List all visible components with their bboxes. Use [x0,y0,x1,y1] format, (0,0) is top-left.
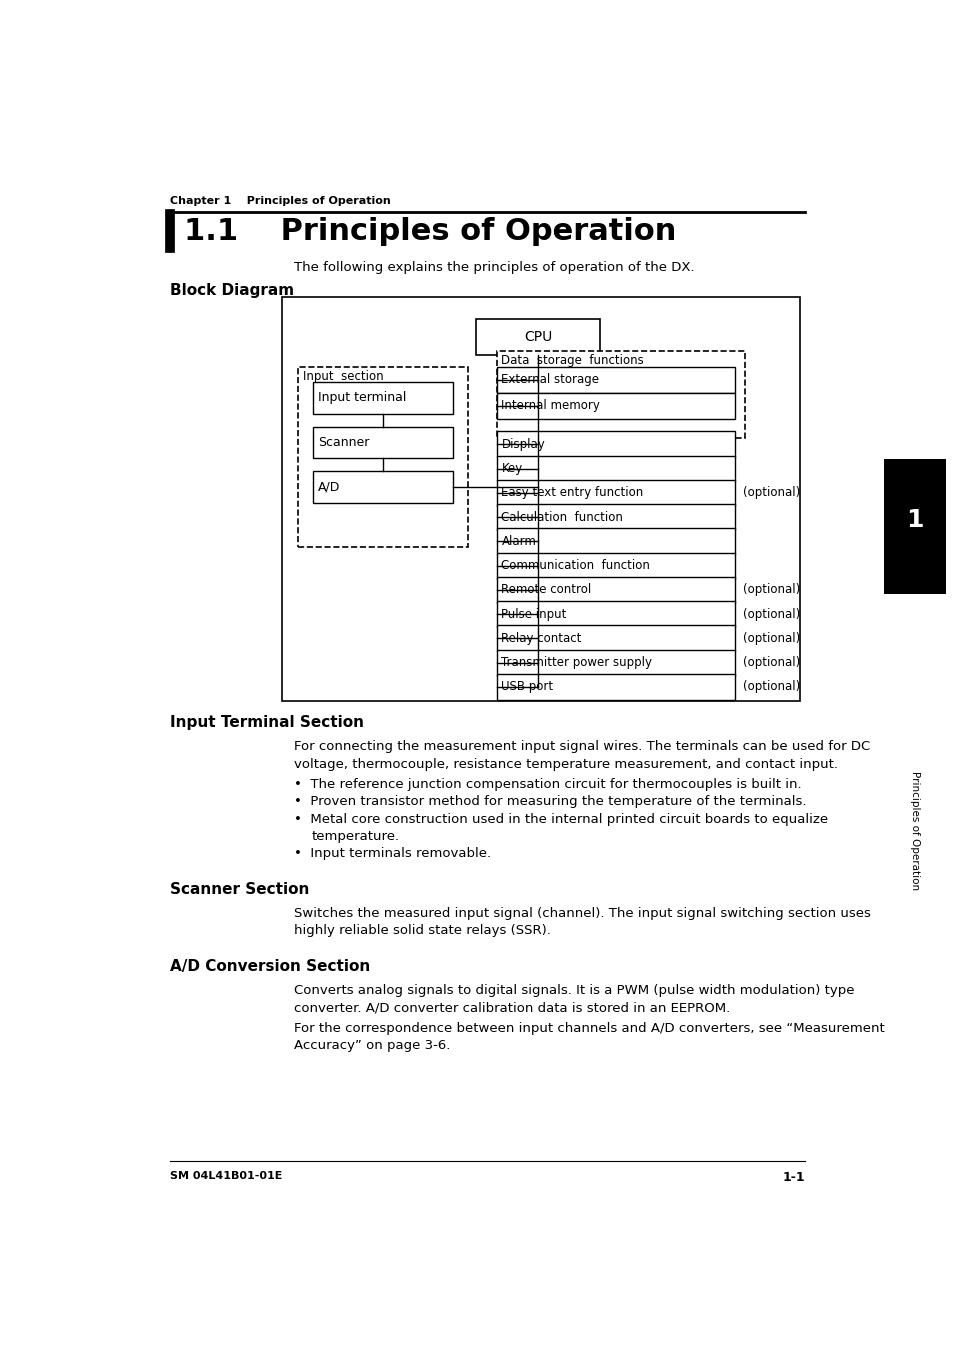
Text: •  Input terminals removable.: • Input terminals removable. [294,848,490,860]
Text: (optional): (optional) [742,583,800,597]
Text: Communication  function: Communication function [501,559,650,572]
Bar [497,649,734,675]
Text: Relay contact: Relay contact [501,632,581,645]
Bar [497,528,734,555]
Text: Scanner: Scanner [317,436,369,450]
Text: Scanner Section: Scanner Section [170,882,309,896]
Bar [497,625,734,651]
Bar [313,382,453,414]
Text: Block Diagram: Block Diagram [170,284,294,298]
Bar [297,367,468,547]
Text: Data  storage  functions: Data storage functions [500,354,642,367]
Text: For the correspondence between input channels and A/D converters, see “Measureme: For the correspondence between input cha… [294,1022,883,1034]
Text: 1.1    Principles of Operation: 1.1 Principles of Operation [183,217,676,246]
Text: Transmitter power supply: Transmitter power supply [501,656,652,670]
Text: CPU: CPU [523,331,552,344]
Text: A/D Conversion Section: A/D Conversion Section [170,958,370,973]
Bar [497,504,734,531]
Text: 1-1: 1-1 [781,1170,804,1184]
Text: (optional): (optional) [742,680,800,694]
Bar [497,601,734,626]
Text: Principles of Operation: Principles of Operation [909,771,920,890]
Text: voltage, thermocouple, resistance temperature measurement, and contact input.: voltage, thermocouple, resistance temper… [294,757,837,771]
Text: Calculation  function: Calculation function [501,510,622,524]
Bar [497,576,734,602]
Text: Input Terminal Section: Input Terminal Section [170,716,363,730]
Text: (optional): (optional) [742,486,800,500]
Text: (optional): (optional) [742,656,800,670]
Text: Switches the measured input signal (channel). The input signal switching section: Switches the measured input signal (chan… [294,907,869,919]
Text: Display: Display [501,437,545,451]
Text: Accuracy” on page 3-6.: Accuracy” on page 3-6. [294,1040,450,1052]
Bar [497,552,734,579]
Text: External storage: External storage [501,373,598,386]
Text: Pulse input: Pulse input [501,608,566,621]
Text: •  Metal core construction used in the internal printed circuit boards to equali: • Metal core construction used in the in… [294,813,827,826]
Bar [497,351,744,439]
Text: Input terminal: Input terminal [317,392,406,404]
Text: Key: Key [501,462,522,475]
Text: For connecting the measurement input signal wires. The terminals can be used for: For connecting the measurement input sig… [294,740,869,753]
Text: •  Proven transistor method for measuring the temperature of the terminals.: • Proven transistor method for measuring… [294,795,805,809]
Bar [282,297,799,701]
Bar [497,367,734,393]
Text: (optional): (optional) [742,608,800,621]
Text: Input  section: Input section [303,370,383,383]
Text: Alarm: Alarm [501,535,536,548]
Text: Easy text entry function: Easy text entry function [501,486,643,500]
Text: temperature.: temperature. [311,830,399,842]
Bar [497,393,734,418]
Text: •  The reference junction compensation circuit for thermocouples is built in.: • The reference junction compensation ci… [294,778,801,791]
Text: SM 04L41B01-01E: SM 04L41B01-01E [170,1170,282,1181]
Bar [497,432,734,458]
Text: Internal memory: Internal memory [501,400,599,412]
Bar [313,427,453,459]
Bar [313,471,453,504]
Text: USB port: USB port [501,680,553,694]
Text: (optional): (optional) [742,632,800,645]
Text: Converts analog signals to digital signals. It is a PWM (pulse width modulation): Converts analog signals to digital signa… [294,984,853,996]
Bar [476,319,599,355]
Bar [497,674,734,699]
Text: A/D: A/D [317,481,339,494]
Text: highly reliable solid state relays (SSR).: highly reliable solid state relays (SSR)… [294,925,550,937]
Bar [497,455,734,482]
Text: Chapter 1    Principles of Operation: Chapter 1 Principles of Operation [170,196,390,207]
Text: Remote control: Remote control [501,583,591,597]
Text: The following explains the principles of operation of the DX.: The following explains the principles of… [294,261,694,274]
Text: converter. A/D converter calibration data is stored in an EEPROM.: converter. A/D converter calibration dat… [294,1002,729,1014]
Bar [497,479,734,506]
Text: 1: 1 [905,508,923,532]
